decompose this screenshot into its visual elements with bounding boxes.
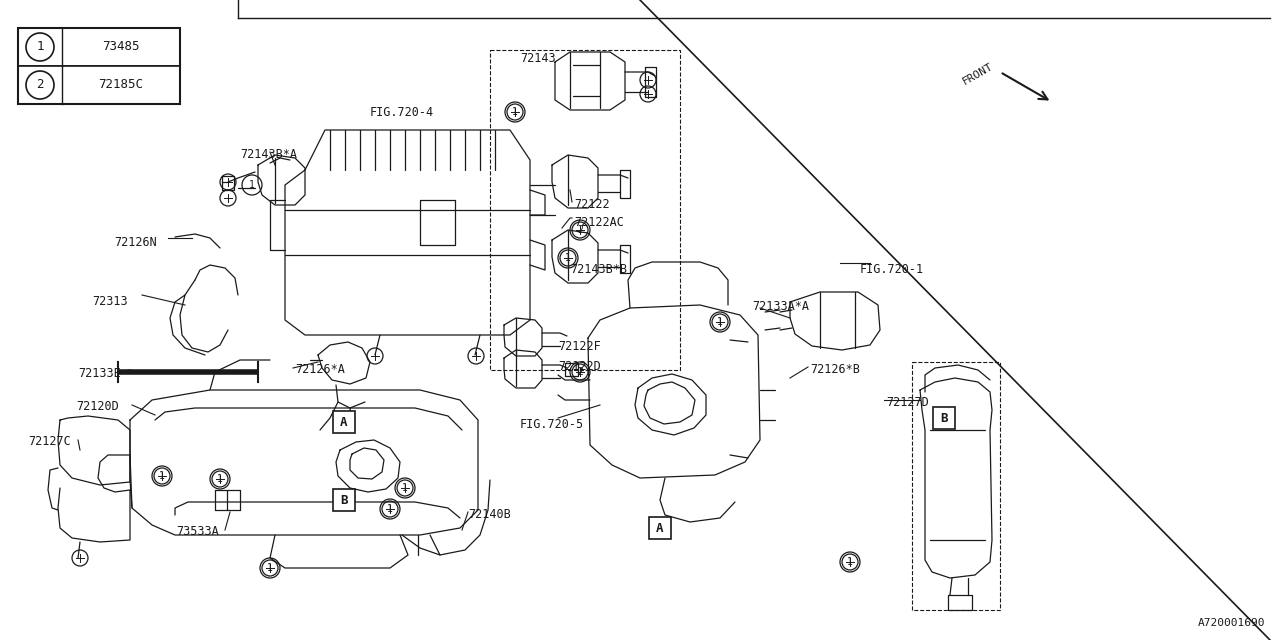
Bar — [333, 411, 355, 433]
Text: 72143: 72143 — [520, 52, 556, 65]
Text: 1: 1 — [218, 474, 223, 484]
Bar — [649, 517, 671, 539]
Text: 2: 2 — [577, 225, 582, 235]
Text: FIG.720-1: FIG.720-1 — [860, 263, 924, 276]
Text: 72133E: 72133E — [78, 367, 120, 380]
Bar — [18, 28, 180, 104]
Text: FIG.720-5: FIG.720-5 — [520, 418, 584, 431]
Text: 72122D: 72122D — [558, 360, 600, 373]
Text: 72126N: 72126N — [114, 236, 156, 249]
Text: 72122F: 72122F — [558, 340, 600, 353]
Text: A720001690: A720001690 — [1198, 618, 1265, 628]
Text: 1: 1 — [717, 317, 723, 327]
Text: 1: 1 — [512, 107, 518, 117]
Text: 1: 1 — [36, 40, 44, 54]
Text: 2: 2 — [577, 367, 582, 377]
Text: 72127C: 72127C — [28, 435, 70, 448]
Bar — [911, 362, 1000, 610]
Text: 72143B*A: 72143B*A — [241, 148, 297, 161]
Text: 72120D: 72120D — [76, 400, 119, 413]
Bar — [490, 50, 680, 370]
Text: 1: 1 — [387, 504, 393, 514]
Text: 72143B*B: 72143B*B — [570, 263, 627, 276]
Text: 72126*B: 72126*B — [810, 363, 860, 376]
Text: FRONT: FRONT — [961, 61, 995, 87]
Bar — [18, 66, 180, 104]
Text: 72122AC: 72122AC — [573, 216, 623, 229]
Bar — [933, 407, 955, 429]
Text: 73533A: 73533A — [177, 525, 219, 538]
Text: 72185C: 72185C — [99, 79, 143, 92]
Text: 2: 2 — [36, 79, 44, 92]
Bar — [333, 489, 355, 511]
Text: 72126*A: 72126*A — [294, 363, 344, 376]
Text: B: B — [941, 412, 947, 424]
Text: 1: 1 — [159, 471, 165, 481]
Text: A: A — [657, 522, 664, 534]
Text: 1: 1 — [250, 180, 255, 190]
Text: 1: 1 — [268, 563, 273, 573]
Text: FIG.720-4: FIG.720-4 — [370, 106, 434, 119]
Bar — [18, 28, 180, 66]
Text: 72122: 72122 — [573, 198, 609, 211]
Text: 72140B: 72140B — [468, 508, 511, 521]
Text: 72127D: 72127D — [886, 396, 929, 409]
Text: 1: 1 — [564, 253, 571, 263]
Text: 1: 1 — [847, 557, 852, 567]
Text: 72313: 72313 — [92, 295, 128, 308]
Text: 73485: 73485 — [102, 40, 140, 54]
Text: A: A — [340, 415, 348, 429]
Text: 72133A*A: 72133A*A — [753, 300, 809, 313]
Text: B: B — [340, 493, 348, 506]
Text: 1: 1 — [402, 483, 408, 493]
